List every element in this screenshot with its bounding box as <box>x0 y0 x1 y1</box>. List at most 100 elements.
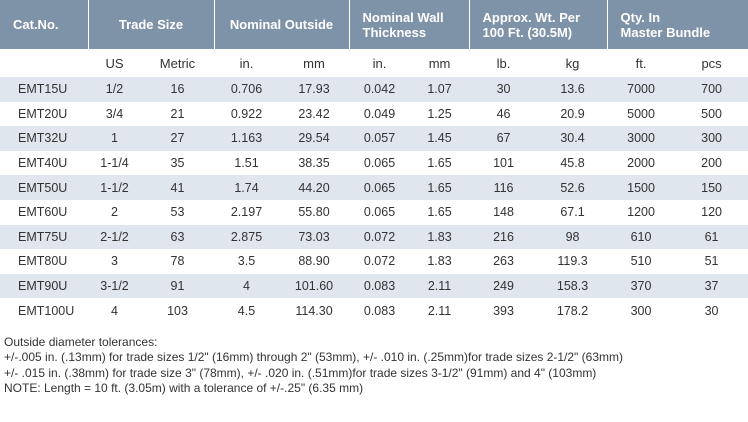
table-cell: 16 <box>141 77 214 102</box>
header-approx-weight: Approx. Wt. Per 100 Ft. (30.5M) <box>469 0 608 49</box>
table-cell: 1-1/4 <box>88 150 141 176</box>
header-approx-weight-line1: Approx. Wt. Per <box>482 9 581 25</box>
table-row: EMT60U 2 53 2.197 55.80 0.065 1.65 148 67.1 1200 1… <box>0 199 748 225</box>
table-cell: 51 <box>675 249 748 274</box>
table-cell: 4 <box>88 298 141 323</box>
table-cell: 73.03 <box>279 224 350 250</box>
table-cell: 0.083 <box>349 298 411 323</box>
table-cell: 23.42 <box>279 101 350 127</box>
table-cell: 300 <box>675 126 748 151</box>
table-cell: 41 <box>141 175 214 200</box>
table-cell: 0.065 <box>349 150 411 176</box>
table-cell: 45.8 <box>538 150 608 176</box>
table-cell: 101.60 <box>279 273 350 299</box>
unit-cell: Metric <box>159 55 196 71</box>
header-cat-no: Cat.No. <box>0 0 89 49</box>
table-cell: 1/2 <box>88 77 141 102</box>
table-cell: 30 <box>675 298 748 323</box>
unit-cell: lb. <box>496 55 511 71</box>
unit-row: US Metric in. mm in. mm lb. kg ft. pcs <box>0 49 748 77</box>
cat-no-cell: EMT40U <box>0 150 88 176</box>
unit-cell <box>0 49 88 77</box>
unit-cell: pcs <box>701 55 722 71</box>
table-cell: 91 <box>141 273 214 299</box>
table-cell: 35 <box>141 150 214 176</box>
unit-cell: mm <box>428 55 451 71</box>
table-cell: 120 <box>675 199 748 225</box>
notes-line: +/- .015 in. (.38mm) for trade size 3" (… <box>4 365 597 380</box>
table-cell: 1.163 <box>214 126 279 151</box>
table-cell: 46 <box>469 101 539 127</box>
cat-no-cell: EMT80U <box>0 249 88 274</box>
table-cell: 17.93 <box>279 77 350 102</box>
table-cell: 0.706 <box>214 77 279 102</box>
table-cell: 500 <box>675 101 748 127</box>
table-cell: 300 <box>607 298 676 323</box>
header-approx-weight-line2: 100 Ft. (30.5M) <box>482 24 573 40</box>
table-cell: 1.07 <box>410 77 470 102</box>
table-cell: 1.65 <box>410 199 470 225</box>
table-row: EMT100U 4 103 4.5 114.30 0.083 2.11 393 178.2 300… <box>0 298 748 323</box>
table-cell: 3/4 <box>88 101 141 127</box>
table-cell: 1.65 <box>410 150 470 176</box>
table-cell: 119.3 <box>538 249 608 274</box>
table-cell: 216 <box>469 224 539 250</box>
table-cell: 0.057 <box>349 126 411 151</box>
table-cell: 0.072 <box>349 224 411 250</box>
table-cell: 30.4 <box>538 126 608 151</box>
table-cell: 1 <box>88 126 141 151</box>
table-row: EMT15U 1/2 16 0.706 17.93 0.042 1.07 30 13.6 7000… <box>0 77 748 102</box>
table-cell: 1500 <box>607 175 676 200</box>
table-cell: 29.54 <box>279 126 350 151</box>
table-row: EMT80U 3 78 3.5 88.90 0.072 1.83 263 119.3 510 51 <box>0 249 748 274</box>
table-cell: 13.6 <box>538 77 608 102</box>
cat-no-cell: EMT75U <box>0 224 88 250</box>
table-cell: 1.83 <box>410 249 470 274</box>
table-cell: 0.049 <box>349 101 411 127</box>
table-cell: 61 <box>675 224 748 250</box>
table-cell: 55.80 <box>279 199 350 225</box>
table-cell: 150 <box>675 175 748 200</box>
table-cell: 27 <box>141 126 214 151</box>
table-cell: 1.65 <box>410 175 470 200</box>
table-cell: 4.5 <box>214 298 279 323</box>
table-cell: 44.20 <box>279 175 350 200</box>
table-cell: 20.9 <box>538 101 608 127</box>
unit-cell: ft. <box>635 55 647 71</box>
cat-no-cell: EMT60U <box>0 199 88 225</box>
header-trade-size: Trade Size <box>88 0 215 49</box>
table-cell: 1200 <box>607 199 676 225</box>
table-cell: 63 <box>141 224 214 250</box>
unit-cell: in. <box>372 55 387 71</box>
cat-no-cell: EMT90U <box>0 273 88 299</box>
cat-no-cell: EMT100U <box>0 298 88 323</box>
table-row: EMT90U 3-1/2 91 4 101.60 0.083 2.11 249 158.3 370… <box>0 273 748 299</box>
cat-no-cell: EMT32U <box>0 126 88 151</box>
header-qty-bundle: Qty. In Master Bundle <box>607 0 748 49</box>
table-row: EMT50U 1-1/2 41 1.74 44.20 0.065 1.65 116 52.6 15… <box>0 175 748 200</box>
table-cell: 2.11 <box>410 298 470 323</box>
table-body: EMT15U 1/2 16 0.706 17.93 0.042 1.07 30 13.6 7000… <box>0 77 748 323</box>
table-cell: 700 <box>675 77 748 102</box>
header-nominal-wall-line1: Nominal Wall <box>362 9 444 25</box>
table-cell: 3.5 <box>214 249 279 274</box>
notes-line: NOTE: Length = 10 ft. (3.05m) with a tol… <box>4 381 364 396</box>
cat-no-cell: EMT20U <box>0 101 88 127</box>
table-cell: 0.042 <box>349 77 411 102</box>
table-cell: 1.45 <box>410 126 470 151</box>
table-cell: 38.35 <box>279 150 350 176</box>
notes-line: +/-.005 in. (.13mm) for trade sizes 1/2"… <box>4 350 623 365</box>
table-row: EMT40U 1-1/4 35 1.51 38.35 0.065 1.65 101 45.8 20… <box>0 150 748 176</box>
table-row: EMT32U 1 27 1.163 29.54 0.057 1.45 67 30.4 3000 30… <box>0 126 748 151</box>
table-cell: 1-1/2 <box>88 175 141 200</box>
unit-cell: mm <box>303 55 325 71</box>
table-cell: 0.072 <box>349 249 411 274</box>
emt-spec-table: Cat.No. Trade Size Nominal Outside Nomin… <box>0 0 748 323</box>
header-nominal-outside: Nominal Outside <box>214 0 350 49</box>
notes-line: Outside diameter tolerances: <box>4 334 158 349</box>
table-cell: 249 <box>469 273 539 299</box>
table-cell: 98 <box>538 224 608 250</box>
cat-no-cell: EMT50U <box>0 175 88 200</box>
header-nominal-wall: Nominal Wall Thickness <box>349 0 470 49</box>
unit-cell: US <box>105 55 124 71</box>
